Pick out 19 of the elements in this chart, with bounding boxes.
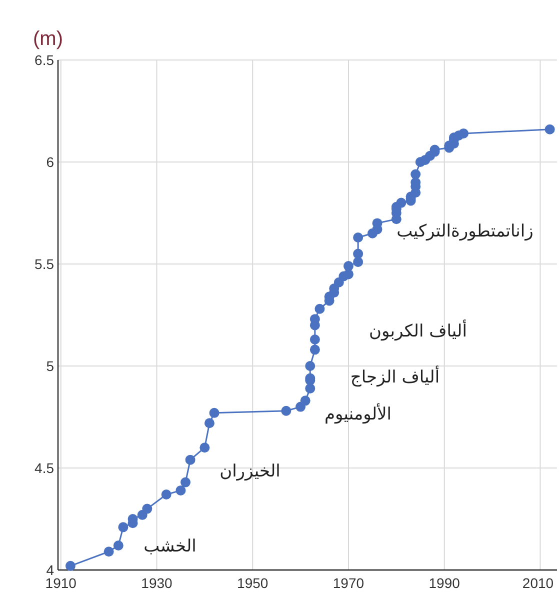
y-tick-label: 5.5 xyxy=(34,256,54,272)
y-tick-label: 5 xyxy=(46,358,54,374)
x-tick-label: 1950 xyxy=(237,575,268,591)
x-tick-label: 1970 xyxy=(332,575,364,591)
x-tick-label: 2010 xyxy=(522,575,554,591)
y-axis-title: (m) xyxy=(33,28,63,50)
y-tick-label: 4 xyxy=(46,562,54,578)
annotation: ألياف الزجاج xyxy=(350,366,440,388)
x-tick-label: 1910 xyxy=(45,575,77,591)
annotation: زاناتمتطورةالتركيب xyxy=(396,222,534,242)
y-tick-label: 4.5 xyxy=(34,460,54,476)
annotation: الألومنيوم xyxy=(324,402,392,425)
annotation: الخشب xyxy=(144,536,196,557)
annotation: الخيزران xyxy=(220,462,280,482)
x-tick-label: 1930 xyxy=(141,575,173,591)
x-tick-label: 1990 xyxy=(428,575,460,591)
annotation: ألياف الكربون xyxy=(369,320,467,342)
y-tick-label: 6 xyxy=(46,154,54,170)
y-tick-label: 6.5 xyxy=(34,52,54,68)
